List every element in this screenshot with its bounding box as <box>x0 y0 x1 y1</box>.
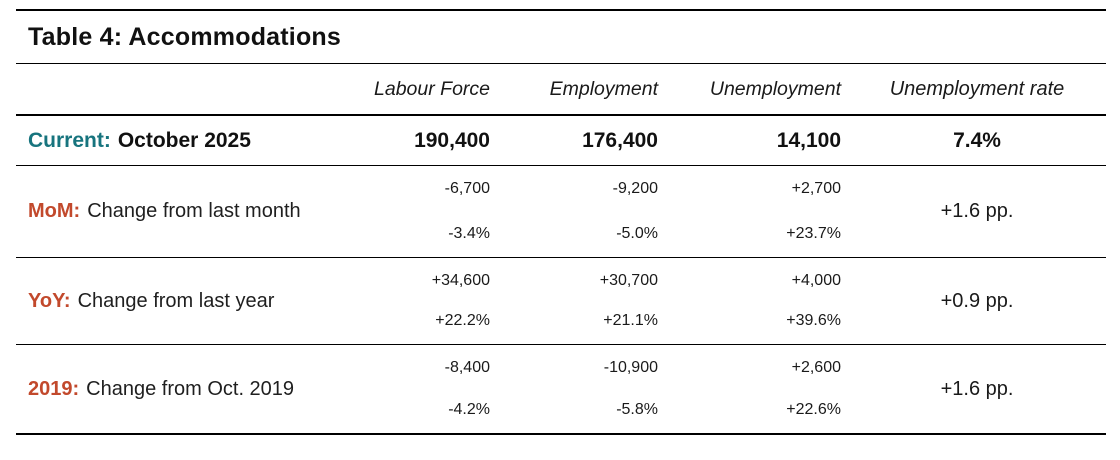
vs2019-unemployment-abs: +2,600 <box>791 359 841 376</box>
vs2019-row: 2019: Change from Oct. 2019 -8,400 -4.2% … <box>16 345 1106 435</box>
mom-employment-abs: -9,200 <box>612 180 658 197</box>
yoy-employment-abs: +30,700 <box>599 272 658 289</box>
vs2019-employment-pct: -5.8% <box>616 401 658 418</box>
vs2019-unemployment-cell: +2,600 +22.6% <box>665 345 848 433</box>
current-unemployment-rate-value: 7.4% <box>953 128 1001 152</box>
mom-labour-force-cell: -6,700 -3.4% <box>330 166 497 257</box>
yoy-unemployment-pct: +39.6% <box>786 312 841 329</box>
vs2019-rate-change: +1.6 pp. <box>940 377 1014 400</box>
mom-labour-force-pct: -3.4% <box>448 225 490 242</box>
yoy-rate-change: +0.9 pp. <box>940 289 1014 312</box>
vs2019-unemployment-pct: +22.6% <box>786 401 841 418</box>
yoy-row: YoY: Change from last year +34,600 +22.2%… <box>16 258 1106 345</box>
table-title: Table 4: Accommodations <box>28 22 341 51</box>
column-header-labour-force: Labour Force <box>374 77 490 100</box>
mom-row: MoM: Change from last month -6,700 -3.4% … <box>16 166 1106 258</box>
current-row-label: Current: October 2025 <box>16 129 330 153</box>
current-labour-force-value: 190,400 <box>414 128 490 152</box>
mom-description: Change from last month <box>87 200 301 222</box>
vs2019-description: Change from Oct. 2019 <box>86 377 295 400</box>
current-row: Current: October 2025 190,400 176,400 14,… <box>16 116 1106 166</box>
vs2019-labour-force-abs: -8,400 <box>444 359 490 376</box>
yoy-prefix: YoY: <box>28 289 71 312</box>
vs2019-labour-force-cell: -8,400 -4.2% <box>330 345 497 433</box>
mom-employment-cell: -9,200 -5.0% <box>497 166 665 257</box>
yoy-employment-pct: +21.1% <box>603 312 658 329</box>
vs2019-row-label: 2019: Change from Oct. 2019 <box>16 378 330 401</box>
table-title-row: Table 4: Accommodations <box>16 9 1106 64</box>
vs2019-employment-cell: -10,900 -5.8% <box>497 345 665 433</box>
current-employment-value: 176,400 <box>582 128 658 152</box>
mom-unemployment-pct: +23.7% <box>786 225 841 242</box>
yoy-unemployment-abs: +4,000 <box>791 272 841 289</box>
mom-employment-pct: -5.0% <box>616 225 658 242</box>
yoy-row-label: YoY: Change from last year <box>16 290 330 313</box>
mom-labour-force-abs: -6,700 <box>444 180 490 197</box>
mom-unemployment-abs: +2,700 <box>791 180 841 197</box>
yoy-employment-cell: +30,700 +21.1% <box>497 258 665 344</box>
mom-unemployment-cell: +2,700 +23.7% <box>665 166 848 257</box>
current-unemployment-value: 14,100 <box>776 128 841 152</box>
mom-row-label: MoM: Change from last month <box>16 200 330 223</box>
accommodations-table: Table 4: Accommodations Labour Force Emp… <box>16 9 1106 435</box>
column-header-unemployment: Unemployment <box>709 77 841 100</box>
vs2019-labour-force-pct: -4.2% <box>448 401 490 418</box>
column-header-unemployment-rate: Unemployment rate <box>889 77 1065 100</box>
yoy-unemployment-cell: +4,000 +39.6% <box>665 258 848 344</box>
vs2019-employment-abs: -10,900 <box>603 359 658 376</box>
table-header-row: Labour Force Employment Unemployment Une… <box>16 64 1106 116</box>
yoy-description: Change from last year <box>77 289 275 312</box>
yoy-labour-force-cell: +34,600 +22.2% <box>330 258 497 344</box>
vs2019-prefix: 2019: <box>28 377 80 400</box>
column-header-employment: Employment <box>549 77 658 100</box>
current-period: October 2025 <box>117 128 251 152</box>
yoy-labour-force-abs: +34,600 <box>431 272 490 289</box>
mom-prefix: MoM: <box>28 200 81 222</box>
yoy-labour-force-pct: +22.2% <box>435 312 490 329</box>
current-prefix: Current: <box>28 128 111 152</box>
mom-rate-change: +1.6 pp. <box>940 200 1014 222</box>
